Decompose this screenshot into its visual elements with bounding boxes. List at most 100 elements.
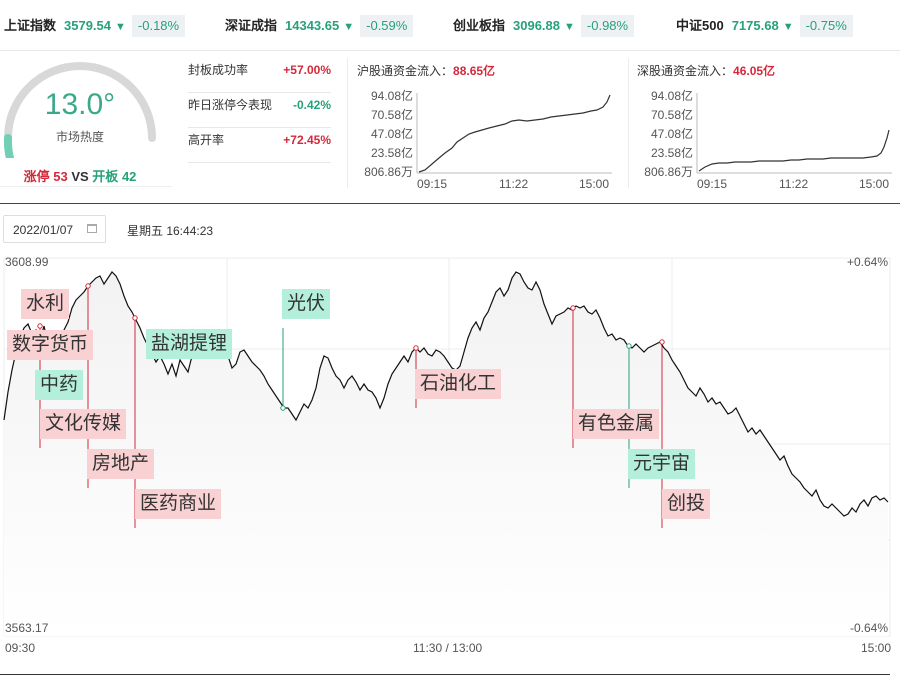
sector-tag-up[interactable]: 文化传媒: [40, 409, 127, 439]
index-value: 7175.68: [731, 18, 779, 33]
flow-panel-sz: 深股通资金流入：46.05亿 94.08亿 70.58亿 47.08亿 23.5…: [637, 58, 899, 193]
index-sh[interactable]: 上证指数 3579.54 ▼ -0.18%: [4, 15, 186, 37]
stat-value: +57.00%: [283, 63, 331, 77]
flow-title: 沪股通资金流入：88.65亿: [357, 64, 496, 78]
market-heat-gauge: 13.0° 市场热度 涨停 53 VS 开板 42: [0, 58, 172, 187]
stat-label: 昨日涨停今表现: [188, 98, 273, 112]
index-name: 创业板指: [453, 18, 506, 33]
bottom-divider: [0, 674, 890, 675]
down-arrow-icon: ▼: [564, 21, 575, 33]
annotation-dot: [37, 323, 43, 329]
stat-row: 封板成功率 +57.00%: [188, 58, 331, 93]
index-value: 3579.54: [64, 18, 112, 33]
flow-panel-sh: 沪股通资金流入：88.65亿 94.08亿 70.58亿 47.08亿 23.5…: [357, 58, 619, 193]
limit-summary: 涨停 53 VS 开板 42: [0, 166, 160, 185]
annotation-dot: [132, 315, 138, 321]
date-picker[interactable]: 2022/01/07: [3, 215, 106, 243]
stat-label: 封板成功率: [188, 63, 249, 77]
heat-value: 13.0°: [44, 88, 116, 121]
down-arrow-icon: ▼: [343, 21, 355, 33]
stat-row: 高开率 +72.45%: [188, 128, 331, 163]
stat-value: -0.42%: [292, 98, 331, 112]
flow-chart-sh: [416, 93, 612, 174]
index-change: -0.18%: [131, 15, 186, 37]
flow-title: 深股通资金流入：46.05亿: [637, 64, 776, 78]
sector-tag-up[interactable]: 创投: [662, 489, 711, 519]
sector-tag-down[interactable]: 盐湖提锂: [146, 329, 233, 359]
y-tick: 94.08亿: [650, 89, 693, 103]
x-label-close: 15:00: [861, 641, 892, 655]
x-tick: 11:22: [779, 177, 809, 191]
sector-tag-down[interactable]: 中药: [35, 370, 84, 400]
open-count: 42: [121, 169, 137, 184]
limit-up-count: 53: [53, 169, 68, 184]
divider: [628, 58, 629, 188]
y-tick: 806.86万: [364, 165, 413, 179]
pct-min-label: -0.64%: [849, 621, 888, 635]
index-change: -0.98%: [580, 15, 635, 37]
x-tick: 11:22: [499, 177, 529, 191]
x-tick: 15:00: [859, 177, 890, 191]
sector-tag-down[interactable]: 光伏: [282, 289, 331, 319]
y-tick: 23.58亿: [370, 146, 413, 160]
sector-tag-up[interactable]: 水利: [21, 289, 70, 319]
index-value: 14343.65: [285, 18, 340, 33]
sector-tag-up[interactable]: 石油化工: [415, 369, 502, 399]
flow-chart-sz: [696, 93, 892, 174]
date-value: 2022/01/07: [13, 223, 74, 237]
stat-row: 昨日涨停今表现 -0.42%: [188, 93, 331, 128]
calendar-icon[interactable]: [87, 224, 97, 233]
annotation-dot: [413, 345, 419, 351]
limit-up-label: 涨停: [23, 169, 50, 184]
index-bar: 上证指数 3579.54 ▼ -0.18% 深证成指 14343.65 ▼ -0.59% 创…: [0, 0, 900, 51]
index-name: 上证指数: [4, 18, 57, 33]
vs-label: VS: [71, 169, 89, 184]
index-name: 深证成指: [225, 18, 278, 33]
y-min-label: 3563.17: [5, 621, 49, 635]
y-max-label: 3608.99: [5, 255, 49, 269]
stat-value: +72.45%: [283, 133, 331, 147]
x-tick: 15:00: [579, 177, 610, 191]
flow-amount: 88.65亿: [453, 64, 496, 78]
y-tick: 806.86万: [644, 165, 693, 179]
flow-amount: 46.05亿: [733, 64, 776, 78]
pct-max-label: +0.64%: [846, 255, 888, 269]
annotation-dot: [570, 305, 576, 311]
sector-tag-down[interactable]: 元宇宙: [628, 449, 696, 479]
y-tick: 47.08亿: [650, 127, 693, 141]
down-arrow-icon: ▼: [115, 21, 126, 33]
x-tick: 09:15: [697, 177, 728, 191]
y-tick: 23.58亿: [650, 146, 693, 160]
intraday-chart: 3608.99 3563.17 +0.64% -0.64% 09:30 11:3…: [0, 252, 900, 662]
index-zz500[interactable]: 中证500 7175.68 ▼ -0.75%: [676, 15, 853, 37]
annotation-dot: [85, 283, 91, 289]
y-tick: 94.08亿: [370, 89, 413, 103]
index-cyb[interactable]: 创业板指 3096.88 ▼ -0.98%: [453, 15, 635, 37]
x-label-open: 09:30: [5, 641, 36, 655]
index-change: -0.75%: [799, 15, 853, 37]
heat-label: 市场热度: [55, 130, 104, 144]
sector-tag-up[interactable]: 有色金属: [573, 409, 660, 439]
x-label-noon: 11:30 / 13:00: [413, 641, 483, 655]
index-change: -0.59%: [360, 15, 414, 37]
index-value: 3096.88: [513, 18, 561, 33]
y-tick: 47.08亿: [370, 127, 413, 141]
sector-tag-up[interactable]: 医药商业: [135, 489, 222, 519]
index-sz[interactable]: 深证成指 14343.65 ▼ -0.59%: [225, 15, 414, 37]
stat-label: 高开率: [188, 133, 225, 147]
open-label: 开板: [92, 169, 119, 184]
index-name: 中证500: [676, 18, 724, 33]
section-divider: [0, 203, 900, 204]
intraday-svg: [3, 257, 891, 637]
annotation-dot: [280, 405, 286, 411]
annotation-dot: [659, 339, 665, 345]
x-tick: 09:15: [417, 177, 448, 191]
sector-tag-up[interactable]: 数字货币: [7, 330, 94, 360]
divider: [347, 58, 348, 188]
sector-tag-up[interactable]: 房地产: [87, 449, 155, 479]
gauge-arc: [3, 62, 156, 158]
y-tick: 70.58亿: [650, 108, 693, 122]
limit-stats: 封板成功率 +57.00% 昨日涨停今表现 -0.42% 高开率 +72.45%: [188, 58, 331, 163]
annotation-dot: [626, 343, 632, 349]
y-tick: 70.58亿: [370, 108, 413, 122]
